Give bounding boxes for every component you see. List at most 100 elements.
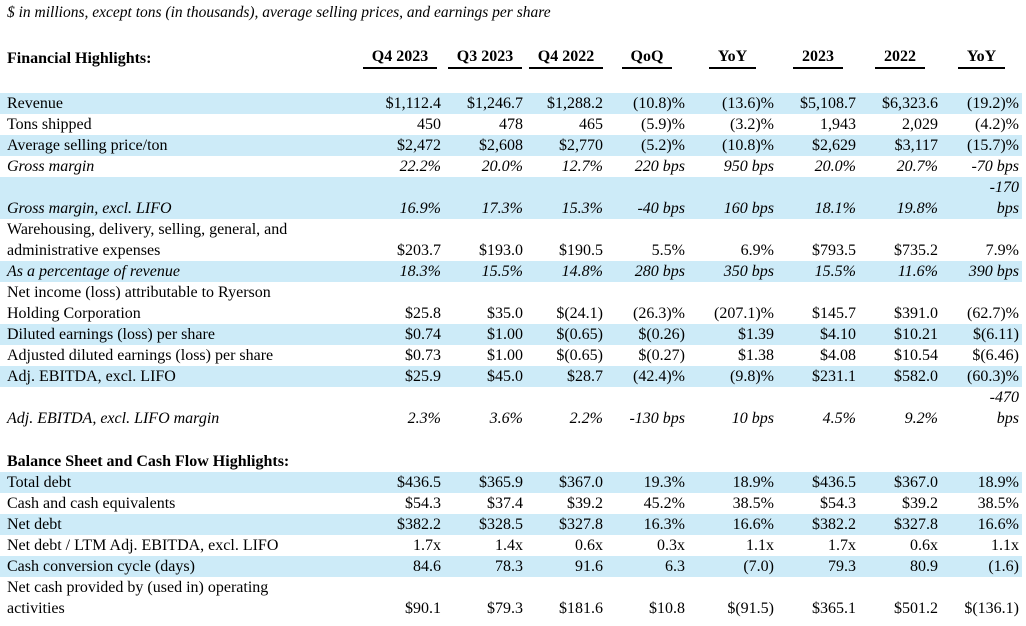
cell-2023: $5,108.7 bbox=[800, 95, 856, 112]
cell-yoy-quarter: (3.2)% bbox=[730, 116, 774, 133]
cell-yoy-annual: (1.6) bbox=[988, 558, 1019, 575]
spacer-row bbox=[0, 429, 1022, 451]
row-label: Net debt / LTM Adj. EBITDA, excl. LIFO bbox=[7, 537, 279, 554]
cell-yoy-annual: 7.9% bbox=[985, 242, 1019, 259]
cell-q4-2023: $25.9 bbox=[405, 368, 441, 385]
cell-qoq: 6.3 bbox=[665, 558, 685, 575]
column-header-label: QoQ bbox=[621, 46, 673, 69]
financial-highlights-table: Financial Highlights: Q4 2023 Q3 2023 Q4… bbox=[0, 46, 1022, 619]
cell-qoq: (5.9)% bbox=[641, 116, 685, 133]
column-header-label: YoY bbox=[957, 46, 1006, 69]
table-row: Warehousing, delivery, selling, general,… bbox=[0, 219, 1022, 261]
cell-yoy-quarter: 10 bps bbox=[731, 410, 774, 427]
cell-2023: 20.0% bbox=[814, 158, 856, 175]
cell-2022: 2,029 bbox=[902, 116, 938, 133]
cell-q4-2022: $39.2 bbox=[567, 495, 603, 512]
cell-q4-2023: $1,112.4 bbox=[385, 95, 441, 112]
cell-q4-2022: 0.6x bbox=[575, 537, 603, 554]
cell-yoy-quarter: 350 bps bbox=[723, 263, 774, 280]
cell-q4-2023: $0.74 bbox=[405, 326, 441, 343]
cell-q4-2022: $28.7 bbox=[567, 368, 603, 385]
column-header-label: YoY bbox=[708, 46, 757, 69]
cell-yoy-annual: -70 bps bbox=[971, 158, 1019, 175]
cell-q4-2022: 2.2% bbox=[569, 410, 603, 427]
cell-2022: $735.2 bbox=[894, 242, 938, 259]
column-header-label: Q4 2023 bbox=[362, 46, 438, 69]
cell-qoq: 280 bps bbox=[634, 263, 685, 280]
row-label: Tons shipped bbox=[7, 116, 92, 133]
cell-q4-2022: $327.8 bbox=[559, 516, 603, 533]
cell-qoq: $(0.26) bbox=[638, 326, 685, 343]
cell-yoy-annual: (19.2)% bbox=[967, 95, 1019, 112]
units-note: $ in millions, except tons (in thousands… bbox=[7, 4, 551, 21]
cell-2023: $145.7 bbox=[812, 305, 856, 322]
cell-q4-2023: 1.7x bbox=[413, 537, 441, 554]
cell-q4-2023: $54.3 bbox=[405, 495, 441, 512]
row-label: Average selling price/ton bbox=[7, 137, 168, 154]
cell-q4-2022: $2,770 bbox=[559, 137, 603, 154]
table-row: Tons shipped 450 478 465 (5.9)% (3.2)% 1… bbox=[0, 114, 1022, 135]
cell-2022: $327.8 bbox=[894, 516, 938, 533]
cell-yoy-annual: (4.2)% bbox=[975, 116, 1019, 133]
cell-q3-2023: $1.00 bbox=[487, 347, 523, 364]
cell-2022: 9.2% bbox=[904, 410, 938, 427]
cell-yoy-quarter: (13.6)% bbox=[722, 95, 774, 112]
cell-q3-2023: $328.5 bbox=[479, 516, 523, 533]
cell-2023: $4.10 bbox=[820, 326, 856, 343]
cell-q3-2023: $365.9 bbox=[479, 474, 523, 491]
row-label: Gross margin, excl. LIFO bbox=[7, 200, 172, 217]
table-row: Net cash provided by (used in) operating… bbox=[0, 577, 1022, 619]
cell-q3-2023: $79.3 bbox=[487, 600, 523, 617]
cell-2023: $231.1 bbox=[812, 368, 856, 385]
cell-qoq: (42.4)% bbox=[633, 368, 685, 385]
cell-qoq: $(0.27) bbox=[638, 347, 685, 364]
cell-q4-2022: 14.8% bbox=[561, 263, 603, 280]
cell-2022: 20.7% bbox=[896, 158, 938, 175]
row-label: Net cash provided by (used in) operating… bbox=[7, 579, 269, 617]
header-row: Financial Highlights: Q4 2023 Q3 2023 Q4… bbox=[0, 46, 1022, 69]
table-row: Average selling price/ton $2,472 $2,608 … bbox=[0, 135, 1022, 156]
cell-q4-2023: $2,472 bbox=[397, 137, 441, 154]
cell-qoq: -130 bps bbox=[629, 410, 685, 427]
cell-2022: $6,323.6 bbox=[882, 95, 938, 112]
column-header-2022: 2022 bbox=[859, 46, 941, 69]
column-header-q3-2023: Q3 2023 bbox=[444, 46, 526, 69]
table-row: Cash conversion cycle (days) 84.6 78.3 9… bbox=[0, 556, 1022, 577]
cell-2023: $365.1 bbox=[812, 600, 856, 617]
cell-2023: 15.5% bbox=[814, 263, 856, 280]
cell-q4-2023: $203.7 bbox=[397, 242, 441, 259]
column-header-q4-2023: Q4 2023 bbox=[356, 46, 444, 69]
cell-q3-2023: $1,246.7 bbox=[467, 95, 523, 112]
cell-q4-2022: $181.6 bbox=[559, 600, 603, 617]
table-row: Adj. EBITDA, excl. LIFO $25.9 $45.0 $28.… bbox=[0, 366, 1022, 387]
cell-2022: $10.21 bbox=[894, 326, 938, 343]
cell-2023: 4.5% bbox=[822, 410, 856, 427]
cell-2022: $3,117 bbox=[894, 137, 938, 154]
row-label: Adjusted diluted earnings (loss) per sha… bbox=[7, 347, 274, 364]
cell-qoq: (5.2)% bbox=[641, 137, 685, 154]
cell-2022: $391.0 bbox=[894, 305, 938, 322]
cell-q4-2022: 91.6 bbox=[575, 558, 603, 575]
table-row: Adjusted diluted earnings (loss) per sha… bbox=[0, 345, 1022, 366]
column-header-yoy-quarter: YoY bbox=[688, 46, 777, 69]
column-header-label: 2022 bbox=[875, 46, 925, 69]
cell-q4-2022: $1,288.2 bbox=[547, 95, 603, 112]
row-label: Adj. EBITDA, excl. LIFO bbox=[7, 368, 176, 385]
row-label: Warehousing, delivery, selling, general,… bbox=[7, 221, 288, 259]
cell-yoy-annual: $(6.46) bbox=[972, 347, 1019, 364]
column-header-qoq: QoQ bbox=[606, 46, 688, 69]
cell-q4-2022: 15.3% bbox=[561, 200, 603, 217]
cell-yoy-annual: 18.9% bbox=[977, 474, 1019, 491]
table-row: Net debt $382.2 $328.5 $327.8 16.3% 16.6… bbox=[0, 514, 1022, 535]
cell-2022: $582.0 bbox=[894, 368, 938, 385]
cell-yoy-annual: 390 bps bbox=[968, 263, 1019, 280]
table-row: As a percentage of revenue 18.3% 15.5% 1… bbox=[0, 261, 1022, 282]
column-header-label: Q4 2022 bbox=[528, 46, 604, 69]
table-row: Net income (loss) attributable to Ryerso… bbox=[0, 282, 1022, 324]
cell-yoy-quarter: $1.38 bbox=[738, 347, 774, 364]
cell-2022: 0.6x bbox=[910, 537, 938, 554]
table-header: Financial Highlights: Q4 2023 Q3 2023 Q4… bbox=[0, 46, 1022, 93]
cell-q4-2023: $0.73 bbox=[405, 347, 441, 364]
spacer-cell bbox=[0, 429, 1022, 451]
table-row: Cash and cash equivalents $54.3 $37.4 $3… bbox=[0, 493, 1022, 514]
